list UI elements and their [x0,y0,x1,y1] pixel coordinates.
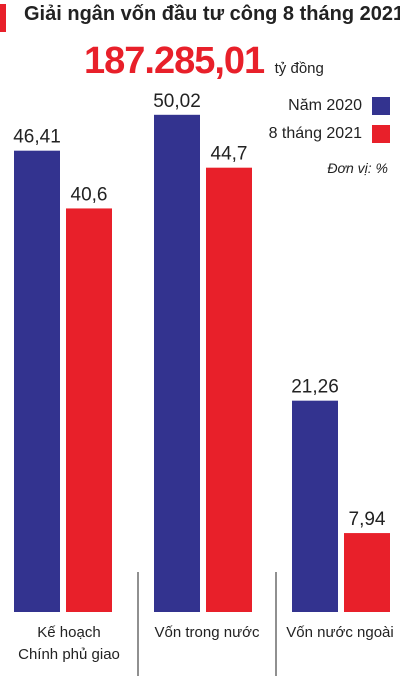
legend-item-2020: Năm 2020 [230,96,390,116]
legend-label-2021: 8 tháng 2021 [268,125,362,142]
category-label-line: Kế hoạch [37,624,101,641]
legend-item-2021: 8 tháng 2021 [230,124,390,144]
data-label: 21,26 [291,377,339,398]
total-unit: tỷ đồng [274,60,324,77]
bar-2021-1 [206,167,252,612]
data-label: 7,94 [349,509,386,530]
legend-swatch-2021 [372,125,390,143]
category-label-line: Vốn nước ngoài [286,624,394,641]
headline-total: 187.285,01 tỷ đồng [84,40,324,83]
bar-2021-2 [344,533,390,612]
data-label: 40,6 [71,184,108,205]
category-label: Vốn trong nước [137,622,277,644]
data-label: 46,41 [13,127,61,148]
data-label: 50,02 [153,91,201,112]
title-bar: Giải ngân vốn đầu tư công 8 tháng 2021 [0,0,400,36]
chart-title: Giải ngân vốn đầu tư công 8 tháng 2021 [24,3,400,25]
category-label-line: Vốn trong nước [154,624,260,641]
unit-note: Đơn vị: % [327,160,388,176]
category-label: Vốn nước ngoài [270,622,400,644]
category-label: Kế hoạch Chính phủ giao [0,622,139,666]
bar-2021-0 [66,208,112,612]
category-label-line: Chính phủ giao [18,646,120,663]
bar-2020-0 [14,150,60,612]
bar-2020-1 [154,114,200,612]
legend-swatch-2020 [372,97,390,115]
legend: Năm 2020 8 tháng 2021 [230,96,390,152]
title-accent-bar [0,4,6,32]
data-label: 44,7 [211,144,248,165]
legend-label-2020: Năm 2020 [288,97,362,114]
total-value: 187.285,01 [84,40,265,82]
bar-2020-2 [292,400,338,612]
